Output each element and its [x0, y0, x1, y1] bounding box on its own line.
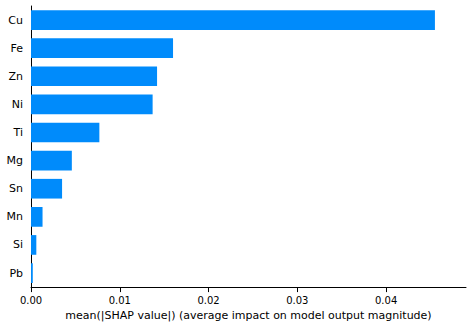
svg-text:Sn: Sn	[9, 182, 23, 195]
svg-text:Zn: Zn	[8, 70, 23, 83]
svg-text:Mg: Mg	[7, 154, 23, 167]
svg-text:mean(|SHAP value|) (average im: mean(|SHAP value|) (average impact on mo…	[65, 309, 431, 322]
svg-text:0.04: 0.04	[375, 295, 397, 306]
svg-text:0.01: 0.01	[109, 295, 131, 306]
svg-text:Mn: Mn	[7, 210, 23, 223]
svg-text:0.02: 0.02	[197, 295, 219, 306]
svg-text:Ti: Ti	[13, 126, 23, 139]
svg-text:0.03: 0.03	[286, 295, 308, 306]
svg-text:Si: Si	[13, 238, 23, 251]
svg-text:Fe: Fe	[11, 42, 24, 55]
svg-text:Ni: Ni	[12, 98, 23, 111]
svg-text:Pb: Pb	[9, 267, 23, 280]
svg-text:Cu: Cu	[8, 14, 23, 27]
svg-text:0.00: 0.00	[20, 295, 42, 306]
